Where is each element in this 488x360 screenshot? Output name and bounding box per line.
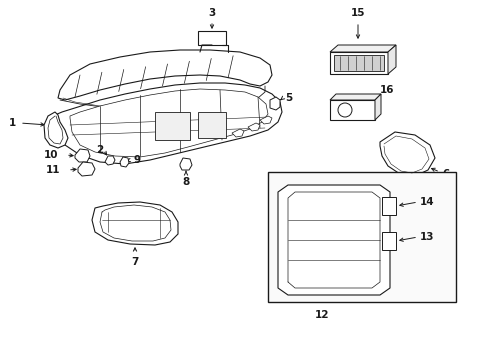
- Polygon shape: [180, 158, 192, 170]
- Polygon shape: [374, 94, 380, 120]
- Polygon shape: [120, 157, 129, 167]
- Polygon shape: [44, 112, 68, 148]
- Polygon shape: [329, 45, 395, 52]
- Polygon shape: [58, 50, 271, 100]
- Text: 13: 13: [419, 232, 434, 242]
- Text: 7: 7: [131, 257, 139, 267]
- Polygon shape: [329, 100, 374, 120]
- Bar: [155, 112, 190, 140]
- Text: 16: 16: [379, 85, 394, 95]
- Polygon shape: [260, 116, 271, 124]
- Text: 5: 5: [285, 93, 292, 103]
- Polygon shape: [75, 149, 90, 162]
- Text: 12: 12: [314, 310, 328, 320]
- Polygon shape: [92, 202, 178, 245]
- Bar: [381, 232, 395, 250]
- Bar: [198, 31, 225, 45]
- Polygon shape: [70, 89, 267, 157]
- Text: 8: 8: [182, 177, 189, 187]
- Text: 9: 9: [133, 155, 140, 165]
- Polygon shape: [329, 52, 387, 74]
- Polygon shape: [231, 129, 244, 137]
- Polygon shape: [105, 156, 115, 165]
- Text: 6: 6: [441, 169, 448, 179]
- Text: 3: 3: [208, 8, 215, 18]
- Text: 14: 14: [419, 197, 434, 207]
- Text: 4: 4: [202, 33, 209, 43]
- Polygon shape: [247, 123, 260, 131]
- Bar: [381, 197, 395, 215]
- Polygon shape: [78, 162, 95, 176]
- Text: 15: 15: [350, 8, 365, 18]
- Polygon shape: [55, 83, 282, 164]
- Polygon shape: [387, 45, 395, 74]
- Polygon shape: [269, 97, 280, 110]
- Text: 2: 2: [96, 145, 103, 155]
- Bar: [198, 112, 225, 138]
- Text: 10: 10: [43, 150, 58, 160]
- Text: 11: 11: [45, 165, 60, 175]
- Bar: [333, 55, 383, 71]
- Polygon shape: [379, 132, 434, 176]
- Polygon shape: [329, 94, 380, 100]
- Bar: [267, 172, 455, 302]
- Text: 1: 1: [8, 118, 16, 128]
- Polygon shape: [278, 185, 389, 295]
